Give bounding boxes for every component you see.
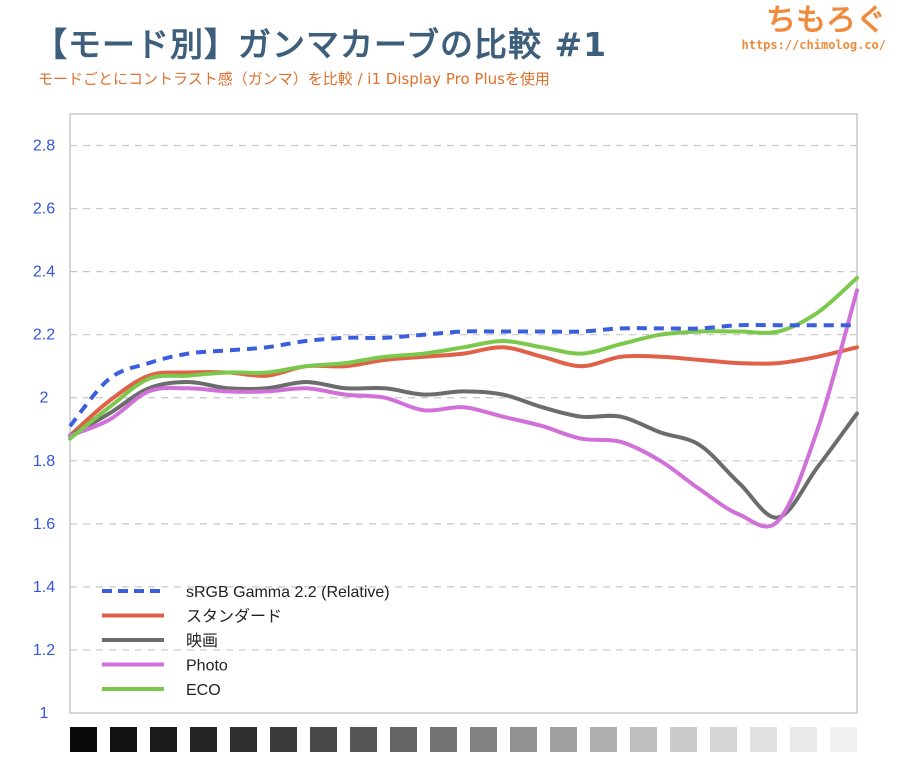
series-line-2 — [68, 380, 859, 520]
plot-frame — [69, 113, 858, 714]
grayscale-step — [430, 727, 457, 752]
brand-url[interactable]: https://chimolog.co/ — [741, 38, 887, 52]
y-tick-label: 1.2 — [33, 642, 55, 659]
legend-label-2: 映画 — [186, 632, 218, 650]
grayscale-step — [830, 727, 857, 752]
brand-block: ちもろぐ https://chimolog.co/ — [741, 3, 887, 53]
grayscale-step — [110, 727, 137, 752]
grayscale-step — [790, 727, 817, 752]
legend-label-1: スタンダード — [186, 608, 282, 626]
y-tick-label: 1.6 — [33, 516, 55, 533]
grayscale-step — [150, 727, 177, 752]
legend-label-0: sRGB Gamma 2.2 (Relative) — [186, 584, 390, 601]
brand-logo: ちもろぐ — [766, 3, 886, 38]
y-tick-label: 1 — [40, 705, 49, 722]
grayscale-step — [310, 727, 337, 752]
grayscale-step — [270, 727, 297, 752]
page-subtitle: モードごとにコントラスト感（ガンマ）を比較 / i1 Display Pro P… — [38, 70, 550, 88]
legend-label-3: Photo — [186, 658, 228, 675]
y-tick-label: 2 — [40, 390, 49, 407]
series-line-1 — [68, 345, 859, 438]
grayscale-step — [230, 727, 257, 752]
grayscale-step — [590, 727, 617, 752]
legend-label-4: ECO — [186, 682, 221, 699]
series-line-4 — [68, 275, 859, 441]
grayscale-step — [470, 727, 497, 752]
grayscale-step — [630, 727, 657, 752]
y-tick-label: 1.4 — [33, 579, 55, 596]
grayscale-step — [70, 727, 97, 752]
grayscale-step — [710, 727, 737, 752]
grayscale-step — [670, 727, 697, 752]
y-tick-label: 1.8 — [33, 453, 55, 470]
grayscale-step — [510, 727, 537, 752]
grayscale-step — [390, 727, 417, 752]
y-tick-label: 2.6 — [33, 201, 55, 218]
grayscale-step — [190, 727, 217, 752]
series-line-3 — [68, 288, 859, 529]
grayscale-step — [550, 727, 577, 752]
series-line-0 — [68, 322, 857, 428]
y-tick-label: 2.8 — [33, 138, 55, 155]
page-title: 【モード別】ガンマカーブの比較 #1 — [34, 25, 608, 64]
grayscale-step — [350, 727, 377, 752]
grayscale-step — [750, 727, 777, 752]
y-tick-label: 2.4 — [33, 264, 55, 281]
y-tick-label: 2.2 — [33, 327, 55, 344]
